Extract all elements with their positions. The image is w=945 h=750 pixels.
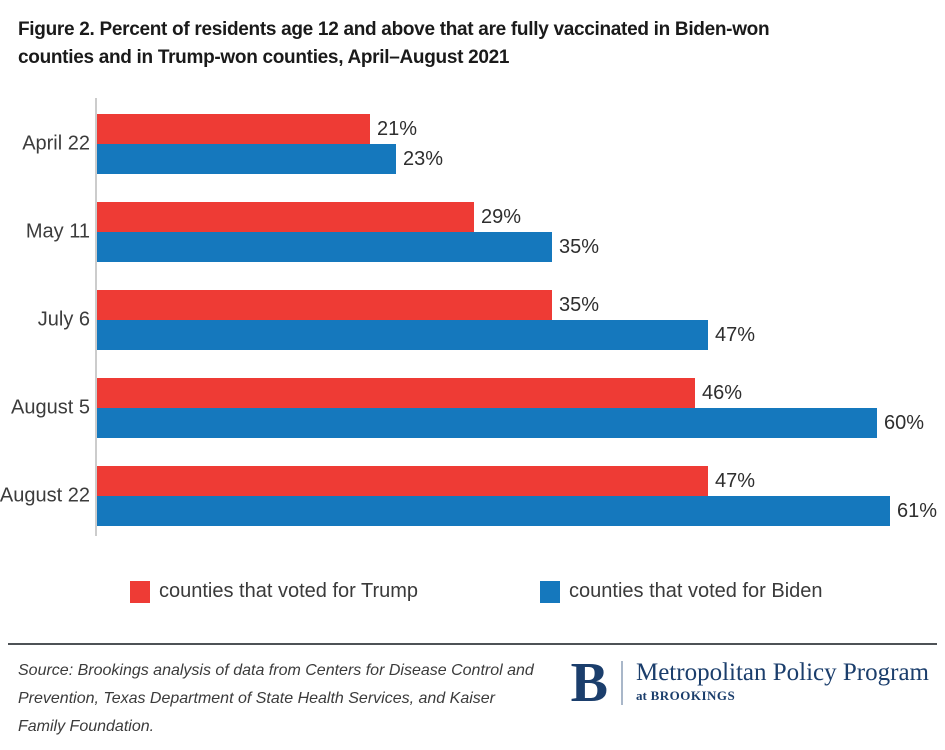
bar-row: 35% [97, 290, 945, 320]
bar-row: 46% [97, 378, 945, 408]
trump-color-swatch [130, 580, 150, 603]
bar-value-label: 21% [377, 117, 418, 140]
legend-label-trump: counties that voted for Trump [159, 580, 419, 602]
legend-item-trump: counties that voted for Trump [130, 580, 418, 603]
logo-program-name: Metropolitan Policy Program [635, 659, 929, 686]
bar-value-label: 23% [403, 147, 444, 170]
legend-item-biden: counties that voted for Biden [540, 580, 823, 603]
bar-value-label: 29% [481, 205, 522, 228]
bar-value-label: 61% [897, 499, 938, 522]
category-label: August 22 [0, 484, 90, 507]
bar-value-label: 60% [884, 411, 925, 434]
bar-value-label: 47% [715, 323, 756, 346]
bar-biden [97, 408, 877, 438]
bar-row: 29% [97, 202, 945, 232]
source-note: Source: Brookings analysis of data from … [18, 662, 534, 735]
figure-title-line2: counties and in Trump-won counties, Apri… [18, 47, 510, 68]
bar-trump [97, 114, 370, 144]
bar-value-label: 35% [559, 235, 600, 258]
bar-group: July 6 35% 47% [38, 290, 945, 350]
bar-row: 60% [97, 408, 945, 438]
bar-group: August 5 46% 60% [11, 378, 945, 438]
bar-row: 23% [97, 144, 945, 174]
logo-separator [620, 661, 623, 705]
bar-group: May 11 29% 35% [26, 202, 945, 262]
bar-row: 35% [97, 232, 945, 262]
bar-row: 47% [97, 320, 945, 350]
bar-row: 61% [97, 496, 945, 526]
biden-color-swatch [540, 580, 561, 603]
bar-biden [97, 232, 552, 262]
bar-row: 21% [97, 114, 945, 144]
bar-chart: April 22 21% 23% May 11 29% 35% July 6 35% 47% Au… [0, 98, 945, 536]
bar-trump [97, 378, 695, 408]
footer-divider [8, 643, 937, 645]
logo-subtitle: at BROOKINGS [636, 688, 929, 704]
chart-legend: counties that voted for Trump counties t… [0, 580, 945, 603]
bar-group: April 22 21% 23% [22, 114, 945, 174]
bar-value-label: 47% [715, 469, 756, 492]
logo-text: Metropolitan Policy Program at BROOKINGS [636, 659, 929, 704]
legend-label-biden: counties that voted for Biden [569, 580, 823, 602]
logo-subtitle-prefix: at [635, 688, 647, 703]
brookings-monogram-icon: B [570, 652, 608, 714]
bar-trump [97, 290, 552, 320]
bar-value-label: 35% [559, 293, 600, 316]
category-label: July 6 [37, 308, 90, 331]
bar-biden [97, 320, 708, 350]
footer: Source: Brookings analysis of data from … [0, 645, 945, 741]
bar-biden [97, 496, 890, 526]
brookings-logo: B Metropolitan Policy Program at BROOKIN… [570, 652, 929, 741]
bar-group: August 22 47% 61% [0, 466, 945, 526]
bar-trump [97, 202, 474, 232]
category-label: August 5 [11, 396, 90, 419]
category-label: May 11 [25, 220, 90, 243]
bar-row: 47% [97, 466, 945, 496]
category-label: April 22 [22, 132, 90, 155]
bar-value-label: 46% [702, 381, 743, 404]
figure-title-line1: Figure 2. Percent of residents age 12 an… [18, 19, 770, 40]
bar-biden [97, 144, 396, 174]
chart-plot: April 22 21% 23% May 11 29% 35% July 6 35% 47% Au… [0, 98, 945, 536]
logo-subtitle-name: BROOKINGS [650, 688, 736, 703]
bar-trump [97, 466, 708, 496]
figure-title: Figure 2. Percent of residents age 12 an… [0, 0, 945, 72]
